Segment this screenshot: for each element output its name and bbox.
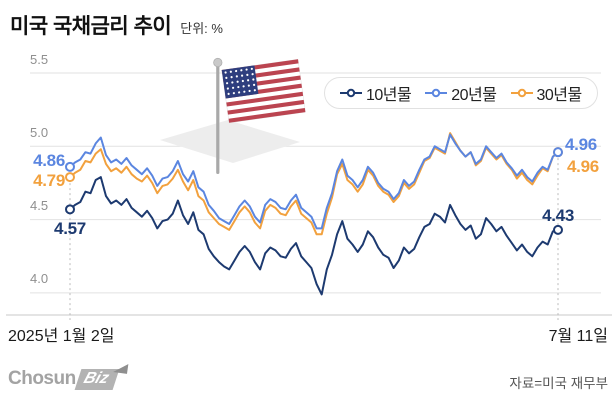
series-lines bbox=[69, 132, 559, 296]
y-tick-5-0: 5.0 bbox=[30, 125, 49, 140]
logo-biz-text: Biz bbox=[81, 369, 111, 387]
legend-item-30y: 30년물 bbox=[510, 81, 583, 105]
date-marker-dotted-lines bbox=[69, 158, 559, 320]
y-tick-5-5: 5.5 bbox=[30, 52, 49, 67]
series-endpoint-markers bbox=[65, 147, 563, 235]
end-value-10y: 4.43 bbox=[542, 206, 574, 225]
unit-label: 단위: % bbox=[180, 21, 223, 36]
us-flag-illustration bbox=[160, 57, 306, 174]
y-tick-4-5: 4.5 bbox=[30, 198, 49, 213]
source-credit: 자료=미국 재무부 bbox=[509, 376, 608, 391]
legend-marker-30y-icon bbox=[510, 88, 533, 98]
logo-chosun-text: Chosun bbox=[8, 368, 76, 389]
legend-label-10y: 10년물 bbox=[366, 87, 412, 104]
x-label-end-date: 7월 11일 bbox=[548, 328, 608, 345]
chart-header: 미국 국채금리 추이 단위: % bbox=[10, 10, 223, 40]
logo-fold-decoration bbox=[112, 361, 129, 374]
legend-item-10y: 10년물 bbox=[340, 81, 412, 105]
gridlines bbox=[30, 72, 601, 294]
flag-cloth bbox=[221, 59, 306, 124]
start-value-10y: 4.57 bbox=[54, 219, 86, 238]
chosunbiz-logo: Chosun Biz bbox=[8, 361, 129, 390]
legend-marker-10y-icon bbox=[340, 88, 362, 98]
flag-pole-finial bbox=[213, 57, 223, 68]
legend-label-30y: 30년물 bbox=[536, 87, 583, 104]
flag-stars bbox=[224, 67, 256, 95]
logo-biz-badge: Biz bbox=[74, 361, 129, 390]
flag-shadow bbox=[160, 120, 300, 163]
page-title: 미국 국채금리 추이 bbox=[10, 15, 172, 38]
start-value-20y: 4.86 bbox=[33, 151, 65, 170]
flag-pole bbox=[216, 64, 220, 174]
y-tick-4-0: 4.0 bbox=[30, 271, 49, 286]
legend-label-20y: 20년물 bbox=[451, 87, 497, 104]
end-value-30y: 4.96 bbox=[567, 157, 599, 176]
flag-canton bbox=[221, 65, 259, 99]
x-label-start-date: 2025년 1월 2일 bbox=[8, 328, 115, 345]
end-value-20y: 4.96 bbox=[565, 135, 597, 154]
start-value-30y: 4.79 bbox=[33, 171, 65, 190]
legend-item-20y: 20년물 bbox=[425, 81, 497, 105]
legend-marker-20y-icon bbox=[425, 88, 448, 98]
legend: 10년물 20년물 30년물 bbox=[324, 77, 598, 109]
